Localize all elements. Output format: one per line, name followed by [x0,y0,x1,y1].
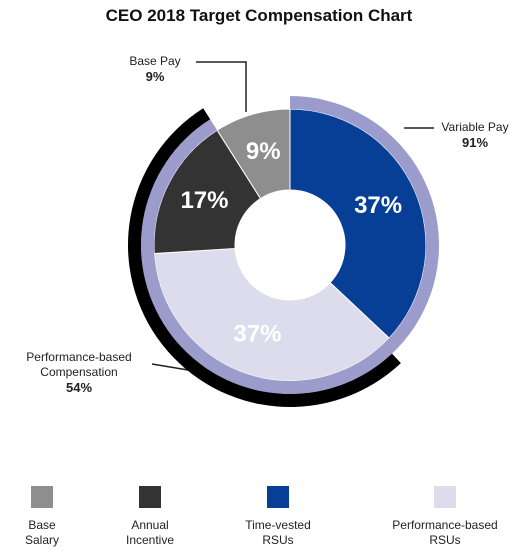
legend-label: Performance-based RSUs [392,518,498,547]
legend-swatch [267,486,289,508]
legend-swatch [139,486,161,508]
ring-value: 54% [65,380,93,395]
slice-label: 37% [354,192,402,219]
ring-annotation: Base Pay 9% [110,54,200,84]
leader-line [151,363,189,371]
chart-title: CEO 2018 Target Compensation Chart [105,6,413,25]
leader-line [196,61,247,112]
legend-label: Annual Incentive [125,518,175,547]
ring-annotation: Performance-based Compensation 54% [4,350,154,395]
ring-name: Performance-based Compensation [26,350,132,379]
ring-value: 9% [145,69,165,84]
legend-label: Time-vested RSUs [245,518,311,547]
ring-value: 91% [461,135,489,150]
slice-label: 17% [180,187,228,214]
slice-label: 37% [233,321,281,348]
ring-arc [128,108,401,407]
ring-annotation: Variable Pay 91% [430,120,518,150]
ring-name: Variable Pay [441,120,509,134]
legend-swatch [31,486,53,508]
legend-label: Base Salary [24,518,59,547]
slice-label: 9% [246,138,281,165]
slice [153,129,262,255]
ring-name: Base Pay [129,54,181,68]
legend-swatch [434,486,456,508]
